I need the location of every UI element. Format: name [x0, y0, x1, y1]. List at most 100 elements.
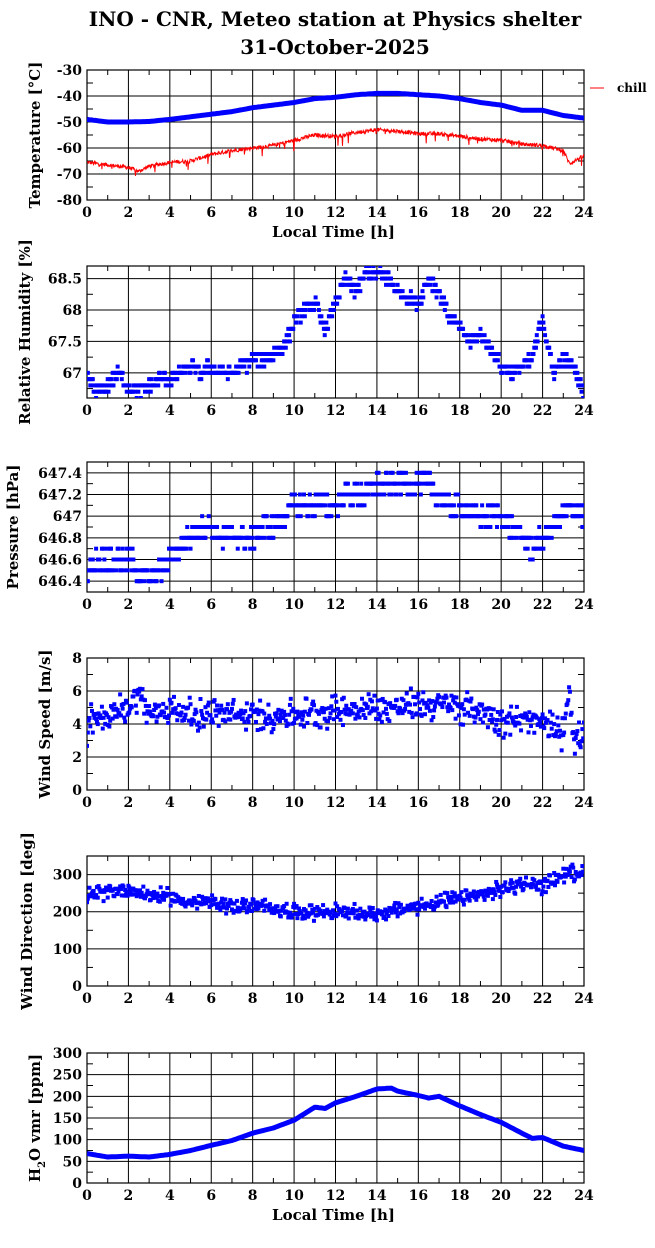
data-point: [122, 568, 127, 573]
data-point: [437, 694, 442, 699]
data-point: [240, 525, 245, 529]
data-point: [446, 320, 451, 325]
data-point: [167, 383, 172, 388]
data-point: [430, 903, 435, 908]
data-point: [94, 568, 99, 573]
data-point: [503, 880, 508, 885]
data-point: [473, 715, 478, 720]
data-point: [193, 899, 198, 904]
data-point: [519, 881, 524, 886]
data-point: [431, 276, 436, 281]
data-point: [228, 717, 233, 722]
data-point: [419, 713, 424, 718]
data-point: [414, 907, 419, 912]
data-point: [219, 900, 224, 905]
data-point: [157, 703, 162, 708]
x-tick-label: 2: [124, 795, 134, 811]
y-tick-label: 200: [53, 905, 82, 921]
data-point: [238, 711, 243, 716]
x-tick-label: 12: [326, 991, 345, 1007]
data-point: [112, 702, 117, 707]
data-point: [393, 703, 398, 708]
data-point: [244, 370, 249, 375]
data-point: [310, 514, 315, 519]
data-point: [338, 717, 343, 722]
data-point: [94, 546, 99, 551]
data-point: [462, 897, 467, 902]
y-tick-label: 200: [53, 1089, 82, 1105]
data-point: [337, 295, 342, 300]
data-point: [482, 333, 487, 338]
data-point: [149, 377, 154, 382]
data-point: [448, 894, 453, 899]
data-point: [227, 364, 232, 369]
x-tick-label: 22: [533, 205, 552, 221]
data-point: [352, 295, 357, 300]
data-point: [191, 899, 196, 904]
data-point: [124, 546, 129, 551]
data-point: [509, 535, 514, 540]
data-point: [541, 320, 546, 325]
data-point: [213, 535, 218, 540]
data-point: [297, 492, 302, 497]
data-point: [168, 377, 173, 382]
data-point: [513, 370, 518, 375]
x-tick-label: 14: [367, 403, 387, 419]
data-point: [301, 914, 306, 919]
data-point: [575, 729, 580, 734]
data-point: [567, 685, 572, 690]
data-point: [414, 308, 419, 312]
data-point: [371, 913, 376, 918]
data-point: [187, 695, 192, 700]
data-point: [569, 875, 574, 880]
data-point: [295, 314, 300, 319]
data-point: [199, 709, 204, 714]
data-point: [552, 722, 557, 727]
data-point: [318, 725, 323, 730]
data-point: [505, 514, 510, 519]
x-tick-label: 20: [491, 597, 511, 613]
data-point: [479, 333, 484, 338]
data-point: [489, 712, 494, 717]
data-point: [215, 708, 220, 713]
data-point: [282, 339, 287, 344]
data-point: [292, 314, 297, 319]
data-point: [200, 525, 205, 529]
data-point: [250, 702, 255, 707]
data-point: [339, 492, 344, 497]
data-point: [225, 702, 230, 707]
data-point: [398, 492, 403, 497]
data-point: [244, 898, 249, 903]
data-point: [401, 698, 406, 703]
data-point: [210, 902, 215, 907]
data-point: [562, 514, 567, 519]
data-point: [373, 911, 378, 916]
data-point: [272, 514, 277, 519]
data-point: [87, 377, 92, 382]
data-point: [331, 308, 336, 312]
data-point: [118, 887, 123, 892]
data-point: [493, 893, 498, 898]
plot-frame: [86, 1052, 585, 1184]
data-point: [186, 718, 191, 723]
y-tick-label: 646.6: [38, 553, 82, 569]
data-point: [268, 358, 273, 363]
x-tick-label: 2: [124, 205, 134, 221]
data-point: [249, 352, 254, 356]
data-point: [505, 720, 510, 725]
data-point: [214, 713, 219, 718]
data-point: [253, 709, 258, 714]
data-point: [564, 352, 569, 356]
data-point: [528, 885, 533, 890]
data-point: [384, 706, 389, 711]
data-point: [449, 898, 454, 903]
data-point: [208, 898, 213, 903]
data-point: [298, 514, 303, 519]
data-point: [446, 895, 451, 900]
data-point: [582, 514, 584, 519]
data-point: [224, 370, 229, 375]
data-point: [538, 546, 543, 551]
data-point: [213, 708, 218, 713]
data-point: [142, 698, 147, 703]
data-point: [195, 722, 200, 727]
